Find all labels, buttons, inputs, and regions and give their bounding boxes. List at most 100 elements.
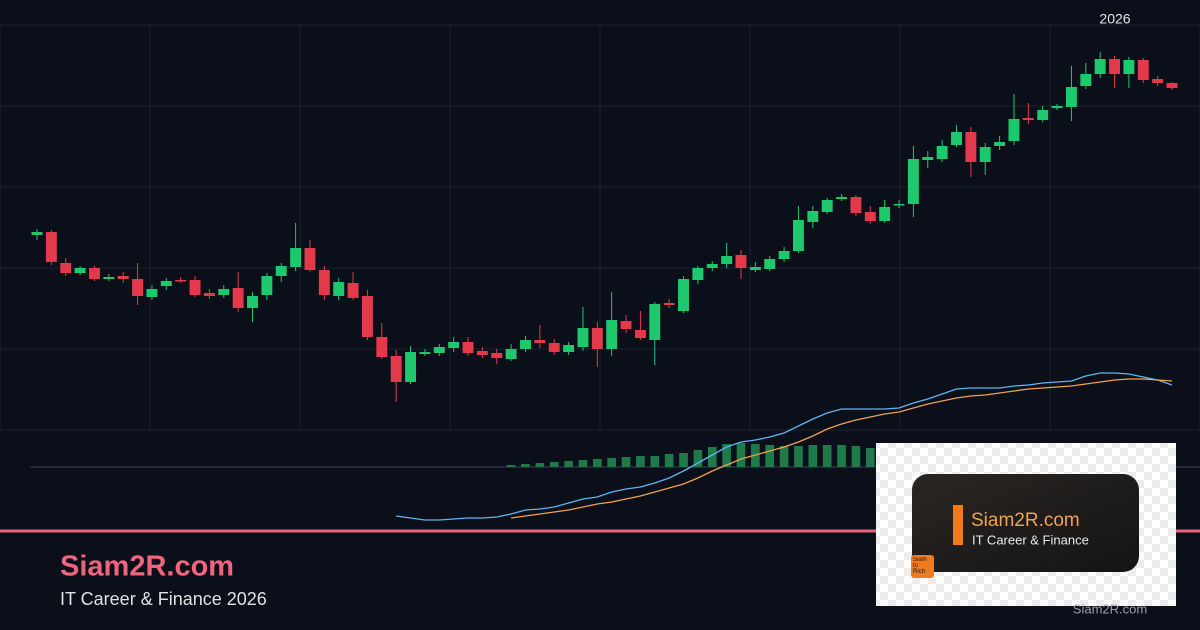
candle-body xyxy=(591,328,603,349)
histogram-bar xyxy=(765,445,775,467)
candle-body xyxy=(160,281,172,286)
candle-body xyxy=(1065,87,1077,107)
candle-body xyxy=(807,211,819,222)
candle-body xyxy=(146,289,158,297)
candle-body xyxy=(864,212,876,221)
candle-body xyxy=(31,232,43,235)
histogram-bar xyxy=(564,461,573,467)
candle-body xyxy=(922,157,934,160)
candle-body xyxy=(792,220,804,251)
candle-body xyxy=(1080,74,1092,86)
footer-title: Siam2R.com xyxy=(60,551,234,583)
footer-subtitle: IT Career & Finance 2026 xyxy=(60,589,267,609)
candle-body xyxy=(951,132,962,145)
candle-body xyxy=(433,347,445,353)
candle-body xyxy=(692,268,704,280)
candle-body xyxy=(936,146,948,159)
badge: Siam2R.com IT Career & Finance Siam to R… xyxy=(876,443,1176,606)
badge-accent xyxy=(953,505,963,545)
candle-body xyxy=(706,264,718,268)
candle-body xyxy=(491,353,503,358)
candle-body xyxy=(448,342,460,348)
candle-body xyxy=(534,340,546,343)
candle-body xyxy=(979,147,991,162)
histogram-bar xyxy=(693,450,703,467)
candle-body xyxy=(74,268,86,273)
histogram-bar xyxy=(794,446,803,467)
candle-body xyxy=(965,132,977,162)
histogram-bar xyxy=(521,464,530,467)
histogram-bar xyxy=(621,457,631,467)
histogram-bar xyxy=(808,445,818,467)
candle-body xyxy=(419,352,431,354)
histogram-bar xyxy=(607,458,616,467)
candle-body xyxy=(261,276,273,295)
candle-body xyxy=(1022,118,1034,120)
candle-body xyxy=(678,279,689,311)
year-label: 2026 xyxy=(1099,11,1130,27)
candle-body xyxy=(175,280,187,282)
histogram-bar xyxy=(636,456,645,467)
candle-body xyxy=(836,197,848,199)
candle-body xyxy=(275,266,287,276)
candle-body xyxy=(103,277,115,279)
candle-body xyxy=(893,204,905,206)
candle-body xyxy=(1109,59,1120,74)
candle-body xyxy=(45,232,57,262)
grid xyxy=(0,24,1200,431)
badge-logo xyxy=(911,555,934,578)
candle-body xyxy=(749,267,761,270)
candle-body xyxy=(390,356,402,382)
candle-body xyxy=(1166,83,1178,88)
candle-body xyxy=(1037,110,1049,120)
indicator-line xyxy=(511,378,1173,519)
candle-body xyxy=(994,142,1006,146)
candle-body xyxy=(606,320,618,349)
histogram-bar xyxy=(837,445,846,467)
histogram-bar xyxy=(722,444,731,467)
histogram-bar xyxy=(679,453,688,467)
candle-body xyxy=(821,200,833,212)
histogram-bar xyxy=(664,454,674,467)
watermark: Siam2R.com xyxy=(1073,601,1147,616)
candle-body xyxy=(663,303,675,305)
candle-body xyxy=(620,321,632,329)
candle-body xyxy=(218,289,230,295)
candle-body xyxy=(879,207,891,221)
histogram-bar xyxy=(865,448,875,467)
candle-body xyxy=(563,345,575,352)
candle-body xyxy=(778,251,790,259)
candle-body xyxy=(318,270,330,295)
candle-body xyxy=(850,197,862,213)
indicator-line xyxy=(396,372,1173,521)
candle-body xyxy=(247,296,258,308)
candle-body xyxy=(649,304,661,340)
candle-body xyxy=(1152,79,1164,83)
badge-title: Siam2R.com xyxy=(971,510,1080,531)
candle-body xyxy=(333,282,345,296)
histogram-bar xyxy=(506,465,516,467)
candle-body xyxy=(1008,119,1020,141)
candle-body xyxy=(117,276,129,279)
histogram-bar xyxy=(707,447,717,467)
candle-body xyxy=(520,340,531,349)
candle-body xyxy=(1094,59,1106,74)
candle-body xyxy=(462,342,474,353)
candle-body xyxy=(89,268,100,279)
candle-body xyxy=(347,283,359,298)
histogram-bar xyxy=(535,463,545,467)
candle-body xyxy=(304,248,316,270)
histogram-bar xyxy=(578,460,588,467)
histogram-bar xyxy=(650,456,660,467)
candle-body xyxy=(376,337,388,357)
histogram-bar xyxy=(593,459,602,467)
candle-body xyxy=(634,330,646,338)
candle-body xyxy=(505,349,517,359)
candle-body xyxy=(290,248,302,267)
histogram-bar xyxy=(549,462,559,467)
candle-body xyxy=(405,352,417,382)
candle-body xyxy=(721,256,733,264)
histogram-bar xyxy=(736,443,746,467)
candle-body xyxy=(577,328,589,347)
